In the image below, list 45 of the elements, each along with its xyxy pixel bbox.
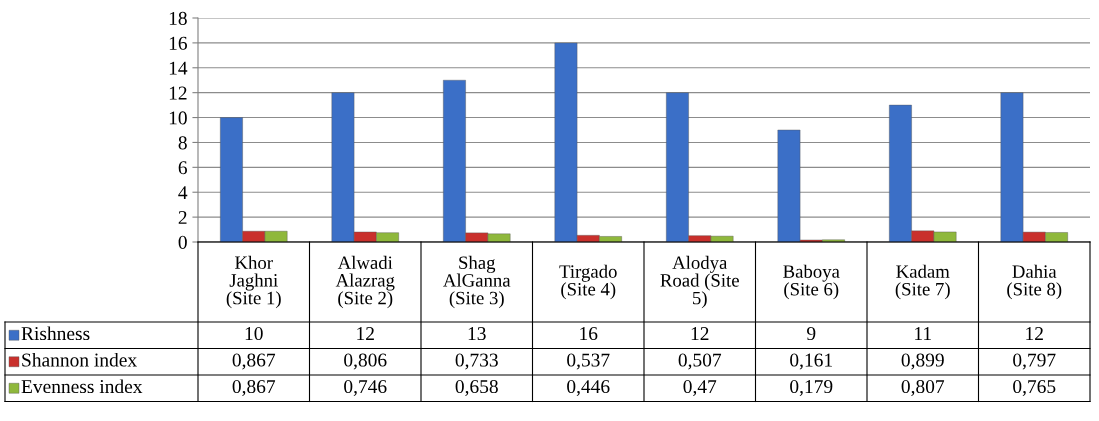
y-tick-label: 12	[169, 86, 187, 100]
data-label: 0,867	[232, 353, 276, 370]
data-label: 0,537	[567, 353, 610, 370]
data-label: 12	[691, 327, 709, 340]
data-label: 0,658	[455, 380, 498, 396]
data-label: 0,899	[901, 353, 944, 370]
y-tick-label: 0	[178, 235, 187, 249]
data-label: 0,161	[790, 353, 832, 370]
x-tick-label: Kadam (Site 7)	[895, 264, 950, 300]
data-label: 0,507	[678, 353, 722, 370]
legend-label: Evenness index	[21, 379, 143, 394]
y-tick-label: 4	[178, 186, 188, 199]
data-label: 0,746	[344, 380, 387, 396]
data-label: 11	[915, 327, 931, 340]
data-label: 0,867	[232, 380, 276, 396]
y-tick-label: 18	[169, 11, 187, 25]
data-label: 0,446	[567, 380, 610, 396]
x-tick-label: Alwadi Alazrag (Site 2)	[335, 255, 395, 309]
x-tick-label: Khor Jaghni (Site 1)	[226, 255, 281, 309]
legend-label: Rishness	[21, 326, 90, 341]
data-label: 16	[580, 327, 598, 341]
data-label: 0,765	[1013, 380, 1056, 396]
data-label: 10	[245, 327, 263, 341]
y-tick-label: 16	[169, 36, 187, 50]
data-label: 9	[807, 327, 816, 341]
legend-label: Shannon index	[22, 352, 137, 367]
data-label: 0,733	[455, 353, 498, 370]
y-tick-label: 14	[169, 61, 188, 75]
x-tick-label: Dahia (Site 8)	[1007, 264, 1062, 300]
x-tick-label: Tirgado (Site 4)	[559, 264, 617, 300]
data-label: 0,806	[344, 353, 387, 370]
data-label: 0,47	[683, 380, 717, 396]
y-tick-label: 2	[178, 210, 187, 224]
x-tick-label: Shag AlGanna (Site 3)	[443, 255, 511, 309]
y-tick-label: 10	[169, 111, 187, 125]
data-label: 0,807	[901, 380, 945, 396]
data-label: 12	[357, 327, 374, 340]
y-tick-label: 8	[178, 136, 187, 150]
data-label: 0,179	[790, 380, 833, 396]
data-label: 12	[1026, 327, 1043, 340]
data-label: 13	[468, 327, 486, 341]
x-tick-label: Baboya (Site 6)	[783, 264, 840, 300]
y-tick-label: 6	[178, 161, 187, 175]
data-label: 0,797	[1013, 353, 1056, 370]
x-tick-label: Alodya Road (Site 5)	[660, 255, 739, 309]
